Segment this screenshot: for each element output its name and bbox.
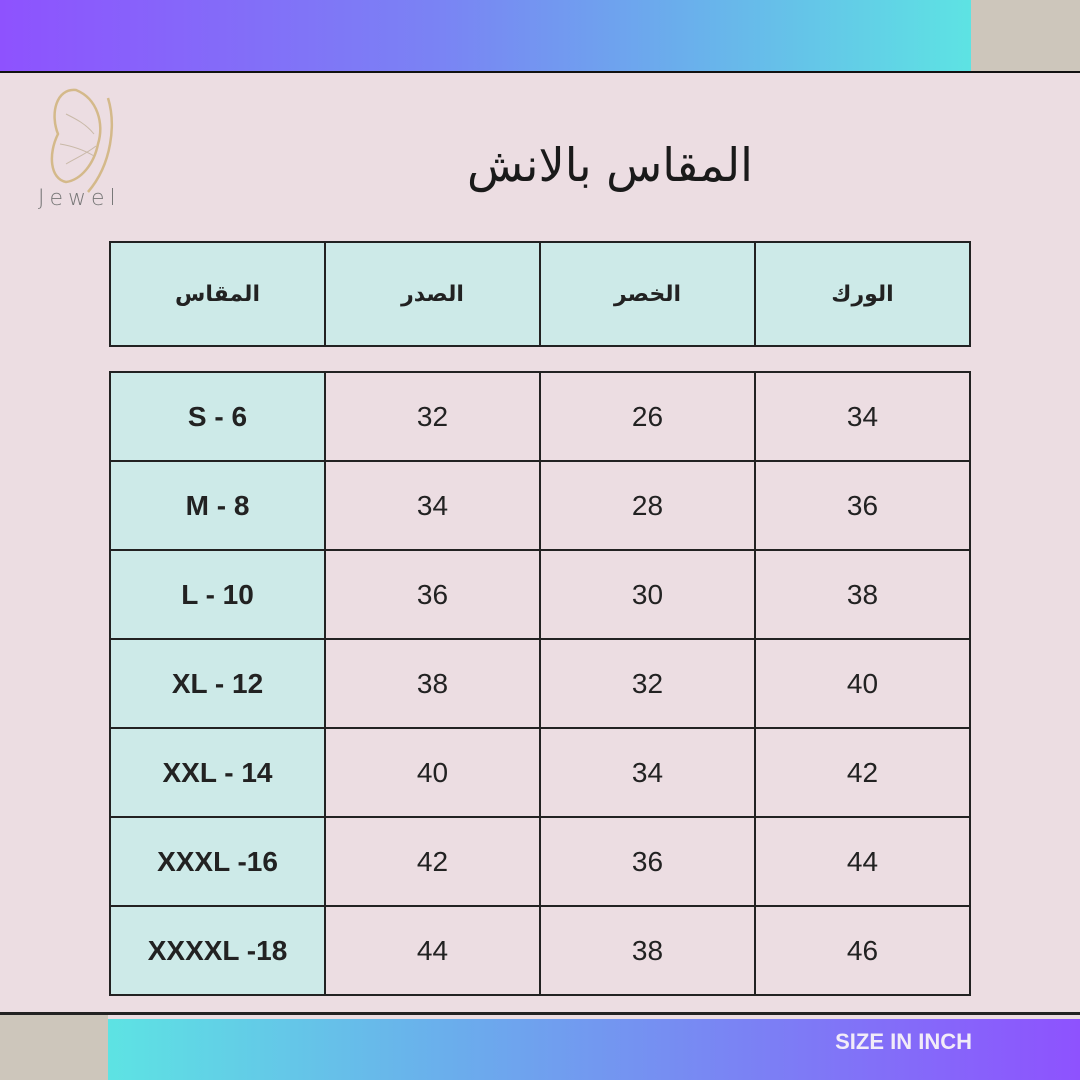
page-title: المقاس بالانش	[467, 138, 753, 192]
top-gradient-band	[0, 0, 971, 71]
table-row: M - 8 34 28 36	[109, 460, 971, 551]
cell-chest: 44	[324, 905, 541, 996]
bottom-gradient-band	[108, 1019, 1080, 1080]
footer-label: SIZE IN INCH	[835, 1029, 972, 1054]
header-hip: الورك	[754, 241, 971, 347]
cell-size: XXXXL -18	[109, 905, 326, 996]
cell-hip: 40	[754, 638, 971, 729]
cell-waist: 32	[539, 638, 756, 729]
cell-hip: 38	[754, 549, 971, 640]
table-row: XXL - 14 40 34 42	[109, 727, 971, 818]
cell-waist: 30	[539, 549, 756, 640]
table-row: S - 6 32 26 34	[109, 371, 971, 462]
cell-chest: 38	[324, 638, 541, 729]
cell-waist: 38	[539, 905, 756, 996]
bottom-beige-block	[0, 1015, 108, 1080]
brand-name: Jewel	[38, 186, 121, 211]
cell-waist: 34	[539, 727, 756, 818]
cell-chest: 36	[324, 549, 541, 640]
cell-waist: 28	[539, 460, 756, 551]
cell-hip: 44	[754, 816, 971, 907]
cell-chest: 32	[324, 371, 541, 462]
cell-size: XL - 12	[109, 638, 326, 729]
cell-hip: 34	[754, 371, 971, 462]
cell-chest: 40	[324, 727, 541, 818]
cell-size: M - 8	[109, 460, 326, 551]
cell-chest: 34	[324, 460, 541, 551]
header-size: المقاس	[109, 241, 326, 347]
butterfly-logo-icon	[50, 88, 113, 193]
cell-size: L - 10	[109, 549, 326, 640]
cell-size: XXXL -16	[109, 816, 326, 907]
header-waist: الخصر	[539, 241, 756, 347]
table-row: L - 10 36 30 38	[109, 549, 971, 640]
header-chest: الصدر	[324, 241, 541, 347]
cell-size: S - 6	[109, 371, 326, 462]
cell-waist: 36	[539, 816, 756, 907]
divider	[0, 71, 1080, 73]
size-table-header: المقاس الصدر الخصر الورك	[109, 241, 971, 347]
cell-waist: 26	[539, 371, 756, 462]
table-row: XXXL -16 42 36 44	[109, 816, 971, 907]
cell-hip: 46	[754, 905, 971, 996]
table-row: XL - 12 38 32 40	[109, 638, 971, 729]
cell-hip: 42	[754, 727, 971, 818]
table-row: XXXXL -18 44 38 46	[109, 905, 971, 996]
cell-hip: 36	[754, 460, 971, 551]
cell-chest: 42	[324, 816, 541, 907]
top-beige-block	[971, 0, 1080, 71]
divider	[0, 1012, 1080, 1015]
size-table: S - 6 32 26 34 M - 8 34 28 36 L - 10 36 30 38 XL - 1…	[109, 371, 971, 996]
cell-size: XXL - 14	[109, 727, 326, 818]
